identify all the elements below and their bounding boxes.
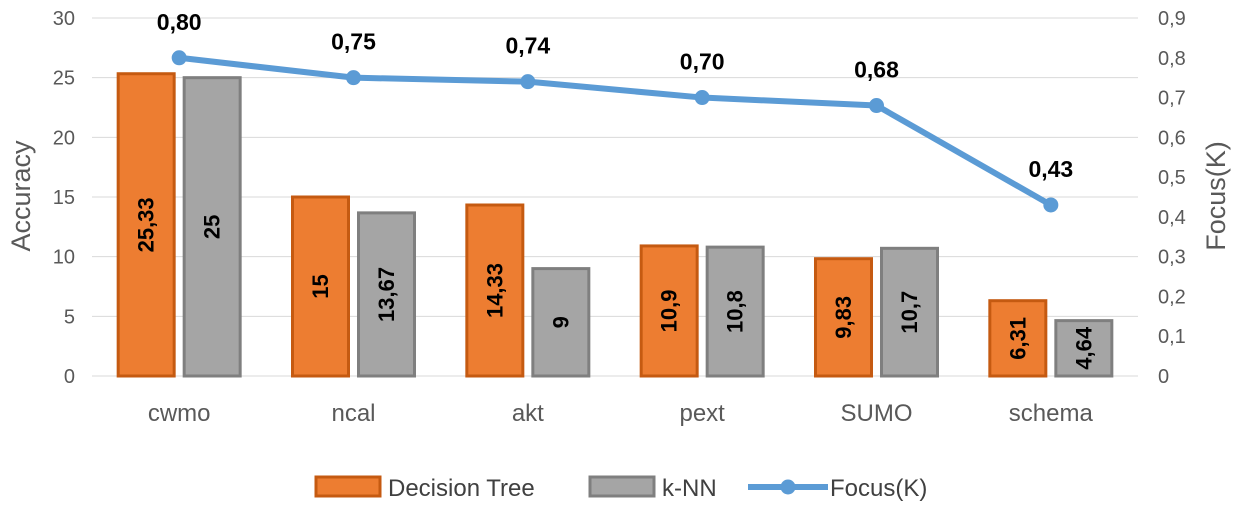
y-tick-left: 25: [53, 68, 75, 90]
y-tick-right: 0,5: [1158, 167, 1186, 189]
decision-tree-bar: [291, 195, 350, 378]
x-tick-label: ncal: [331, 400, 375, 427]
k-nn-bar: [1054, 319, 1114, 378]
y-tick-right: 0,7: [1158, 88, 1186, 110]
y-tick-right: 0,8: [1158, 48, 1186, 70]
legend-label-focus-k: Focus(K): [830, 475, 927, 502]
y-tick-left: 20: [53, 127, 75, 149]
focus-k-point: [694, 90, 710, 106]
bar-labels: 25,33 15 14,33 10,9 9,83 6,31 25 13,67 9 10,8 10,7…: [134, 197, 1097, 369]
focus-k-point: [346, 70, 361, 86]
y-tick-left: 5: [64, 306, 75, 328]
decision-tree-data-label: 9,83: [831, 296, 856, 339]
y-tick-left: 0: [64, 366, 75, 388]
focus-k-data-label: 0,68: [854, 57, 899, 83]
focus-k-data-label: 0,75: [331, 29, 376, 55]
decision-tree-data-label: 15: [308, 274, 333, 298]
gridlines: [92, 17, 1138, 377]
y-tick-right: 0,3: [1158, 247, 1186, 269]
focus-line: 0,80 0,75 0,74 0,70 0,68 0,43: [157, 9, 1073, 213]
focus-k-point: [171, 50, 187, 66]
legend-swatch-marker: [780, 479, 796, 495]
k-nn-bar: [357, 211, 416, 378]
y-tick-right: 0: [1158, 366, 1169, 388]
decision-tree-bar: [116, 72, 176, 378]
k-nn-bar: [182, 76, 242, 378]
decision-tree-bar: [465, 203, 525, 378]
k-nn-data-label: 13,67: [374, 267, 399, 322]
bars: [116, 72, 1114, 378]
focus-k-point: [520, 74, 536, 90]
legend: Decision Tree k-NN Focus(K): [314, 475, 927, 502]
k-nn-data-label: 10,7: [897, 291, 922, 334]
y-tick-right: 0,9: [1158, 8, 1186, 30]
y-tick-left: 15: [53, 187, 75, 209]
focus-k-data-label: 0,74: [505, 33, 550, 59]
y-tick-right: 0,2: [1158, 286, 1186, 308]
k-nn-bar: [705, 245, 765, 378]
legend-label-k-nn: k-NN: [662, 475, 717, 502]
y-tick-right: 0,4: [1158, 207, 1186, 229]
focus-k-point: [869, 98, 884, 114]
x-tick-label: akt: [512, 400, 544, 427]
decision-tree-bar: [988, 299, 1048, 378]
decision-tree-data-label: 25,33: [134, 197, 159, 252]
x-tick-label: cwmo: [148, 400, 211, 427]
left-axis-ticks: 0 5 10 15 20 25 30: [53, 8, 75, 388]
x-tick-label: pext: [679, 400, 725, 427]
x-tick-label: schema: [1009, 400, 1094, 427]
y-tick-right: 0,6: [1158, 127, 1186, 149]
y-axis-title-left: Accuracy: [6, 140, 36, 252]
decision-tree-data-label: 6,31: [1005, 317, 1030, 360]
category-labels: cwmo ncal akt pext SUMO schema: [148, 400, 1094, 427]
y-tick-left: 10: [53, 247, 75, 269]
k-nn-data-label: 10,8: [723, 290, 748, 333]
y-axis-title-right: Focus(K): [1201, 141, 1231, 251]
k-nn-data-label: 25: [200, 215, 225, 239]
focus-k-line: [178, 54, 1053, 208]
decision-tree-data-label: 14,33: [482, 263, 507, 318]
k-nn-bar: [880, 246, 939, 378]
focus-k-point: [1043, 197, 1059, 213]
focus-k-data-label: 0,70: [680, 49, 725, 75]
k-nn-data-label: 4,64: [1071, 326, 1096, 370]
legend-swatch-decision-tree: [314, 475, 382, 498]
focus-k-data-label: 0,80: [157, 9, 202, 35]
x-tick-label: SUMO: [841, 400, 913, 427]
y-tick-right: 0,1: [1158, 326, 1186, 348]
y-tick-left: 30: [53, 8, 75, 30]
k-nn-bar: [531, 267, 591, 378]
right-axis-ticks: 0 0,1 0,2 0,3 0,4 0,5 0,6 0,7 0,8 0,9: [1158, 8, 1186, 388]
decision-tree-bar: [814, 257, 873, 378]
focus-k-data-label: 0,43: [1028, 156, 1073, 182]
legend-swatch-k-nn: [588, 475, 656, 498]
k-nn-data-label: 9: [548, 316, 573, 328]
legend-label-decision-tree: Decision Tree: [388, 475, 535, 502]
decision-tree-data-label: 10,9: [657, 290, 682, 333]
decision-tree-bar: [639, 244, 699, 378]
